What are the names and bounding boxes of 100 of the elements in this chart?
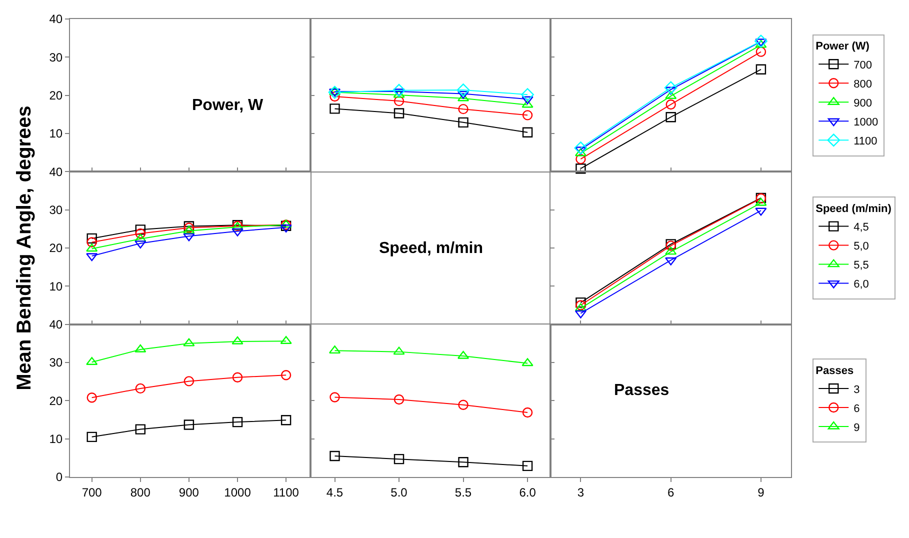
point [458, 117, 468, 128]
point [394, 394, 404, 405]
point [134, 344, 146, 352]
point [330, 450, 340, 462]
legend-label: 1100 [854, 135, 878, 148]
point [392, 84, 406, 97]
point [521, 88, 534, 102]
point [664, 81, 678, 94]
text: Power, W [192, 97, 264, 114]
x-tick-label: 1100 [273, 485, 300, 500]
point [522, 358, 534, 366]
text: Passes [614, 382, 670, 399]
point [522, 100, 534, 108]
x-tick-label: 3 [577, 485, 584, 500]
point [522, 110, 533, 120]
point [458, 104, 468, 114]
legend-label: 1000 [854, 116, 878, 128]
y-tick-label: 40 [49, 12, 63, 26]
y-tick-label: 30 [49, 356, 63, 370]
point [456, 84, 470, 96]
point [232, 336, 244, 344]
x-tick-label: 700 [82, 485, 102, 500]
point [665, 246, 677, 255]
y-tick-label: 10 [49, 279, 63, 294]
text: Speed, m/min [379, 240, 484, 257]
point [522, 127, 533, 138]
point [135, 228, 146, 239]
point [522, 460, 533, 472]
y-tick-label: 20 [49, 88, 63, 103]
point [135, 424, 146, 434]
x-tick-label: 4.5 [326, 485, 344, 500]
point [755, 198, 767, 206]
point [394, 96, 404, 106]
point [665, 86, 677, 95]
y-tick-label: 10 [49, 126, 63, 141]
legend-label: 700 [854, 59, 872, 72]
point [232, 228, 244, 236]
point [754, 34, 768, 48]
legend-label: 5,5 [854, 260, 869, 272]
point [232, 416, 243, 428]
x-tick-label: 900 [178, 485, 200, 500]
point [522, 96, 534, 104]
legend-title: Power (W) [816, 40, 870, 53]
x-tick-label: 9 [758, 485, 765, 500]
x-tick-label: 5.5 [454, 485, 472, 500]
legend-label: 800 [854, 78, 872, 90]
y-axis-title: Mean Bending Angle, degrees [14, 106, 36, 390]
point [135, 383, 146, 394]
y-tick-label: 0 [56, 470, 63, 484]
point [330, 392, 340, 402]
y-tick-label: 20 [49, 394, 63, 408]
point [328, 86, 342, 99]
point [458, 400, 468, 410]
legend-label: 9 [854, 422, 860, 434]
point [330, 104, 340, 114]
point [666, 112, 676, 122]
legend-label: 5,0 [854, 240, 869, 253]
point [86, 237, 97, 248]
point [183, 233, 195, 242]
legend-label: 6 [854, 402, 860, 415]
point [393, 346, 405, 355]
point [86, 233, 97, 244]
y-tick-label: 40 [49, 164, 63, 179]
y-tick-label: 40 [49, 318, 63, 332]
point [280, 415, 292, 426]
point [576, 154, 586, 164]
point [665, 257, 677, 266]
point [394, 108, 404, 118]
point [576, 164, 586, 174]
x-tick-label: 6 [667, 485, 674, 500]
point [576, 297, 586, 308]
x-tick-label: 1000 [224, 485, 252, 500]
point [184, 420, 194, 430]
point [756, 64, 766, 74]
point [86, 432, 97, 442]
legend-label: 6,0 [854, 278, 869, 291]
y-tick-label: 20 [49, 241, 63, 256]
point [134, 240, 146, 249]
legend-title: Passes [816, 364, 854, 377]
point [183, 226, 195, 234]
point [184, 376, 194, 386]
point [135, 224, 146, 235]
x-tick-label: 6.0 [519, 485, 536, 500]
point [576, 300, 586, 310]
point [280, 370, 292, 380]
point [755, 208, 767, 216]
point [574, 142, 588, 154]
x-tick-label: 5.0 [390, 485, 408, 500]
point [86, 244, 98, 252]
x-tick-label: 800 [130, 485, 151, 500]
legend-label: 4,5 [854, 222, 869, 234]
legend-label: 3 [854, 384, 860, 396]
point [86, 253, 98, 262]
point [86, 392, 97, 403]
point [756, 46, 766, 57]
y-tick-label: 10 [49, 432, 63, 446]
y-tick-label: 30 [49, 50, 63, 64]
point [330, 91, 340, 102]
point [666, 99, 676, 110]
point [183, 338, 195, 346]
